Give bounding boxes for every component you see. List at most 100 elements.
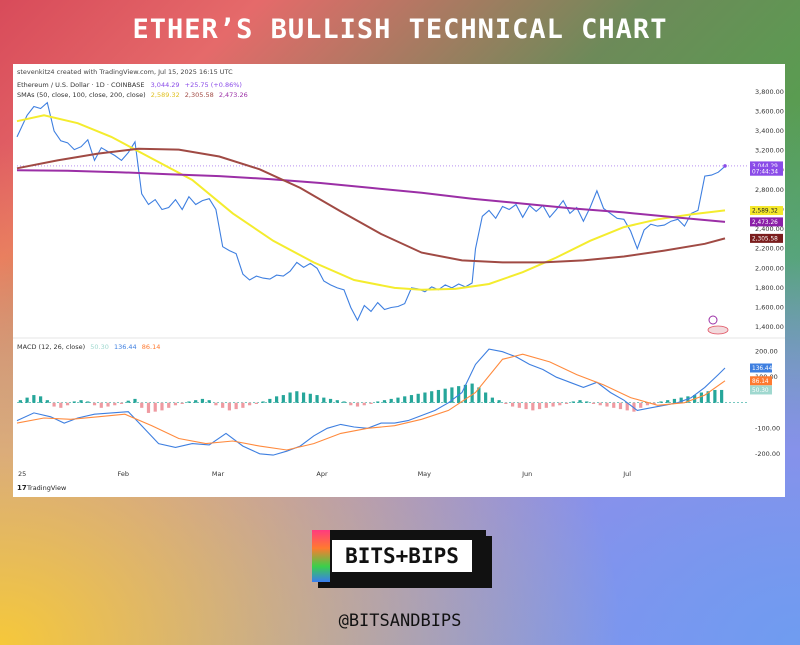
macd-histogram-bar: [396, 397, 400, 403]
macd-histogram-bar: [484, 392, 488, 403]
macd-histogram-bar: [470, 383, 474, 403]
macd-histogram-bar: [281, 395, 285, 403]
macd-histogram-bar: [72, 401, 76, 403]
macd-histogram-bar: [713, 389, 717, 403]
macd-histogram-bar: [618, 402, 623, 410]
macd-histogram-bar: [591, 402, 596, 404]
macd-histogram-bar: [248, 402, 252, 406]
macd-histogram-bar: [59, 402, 63, 408]
macd-histogram-bar: [349, 402, 353, 406]
logo-box: BITS+BIPS: [312, 530, 486, 582]
macd-histogram-bar: [699, 392, 703, 403]
macd-histogram-bar: [504, 402, 508, 404]
macd-histogram-bar: [585, 401, 589, 403]
macd-histogram-bar: [605, 402, 609, 407]
macd-histogram-bar: [86, 401, 90, 403]
price-y-tick: 2,200.00: [755, 245, 784, 253]
macd-histogram-bar: [301, 392, 306, 403]
x-tick-label: May: [418, 470, 432, 478]
price-y-tick: 1,400.00: [755, 323, 784, 331]
macd-histogram-bar: [679, 397, 683, 403]
macd-histogram-bar: [308, 393, 312, 403]
price-label-text: 2,473.26: [752, 220, 778, 226]
macd-histogram-bar: [52, 402, 56, 407]
macd-histogram-bar: [463, 384, 467, 403]
symbol-change: +25.75 (+0.86%): [185, 81, 242, 89]
macd-histogram-bar: [659, 401, 663, 403]
tradingview-label: TradingView: [26, 484, 67, 492]
macd-histogram-bar: [571, 401, 575, 403]
macd-histogram-bar: [403, 396, 407, 403]
macd-y-tick: 200.00: [755, 348, 778, 356]
macd-histogram-bar: [119, 402, 124, 404]
macd-histogram-bar: [328, 398, 333, 403]
macd-histogram-bar: [25, 397, 29, 403]
macd-histogram-bar: [672, 398, 677, 403]
price-y-tick: 3,400.00: [755, 127, 784, 135]
macd-label-box: [750, 385, 772, 395]
macd-histogram-bar: [490, 397, 494, 403]
bits-bips-logo: BITS+BIPS: [312, 530, 492, 588]
macd-histogram-bar: [221, 402, 225, 408]
macd-histogram-bar: [146, 402, 151, 413]
macd-histogram-bar: [79, 400, 83, 403]
macd-histogram-bar: [544, 402, 548, 408]
macd-histogram-bar: [598, 402, 602, 406]
macd-histogram-bar: [416, 393, 420, 403]
price-y-tick: 1,600.00: [755, 303, 784, 311]
macd-histogram-bar: [355, 402, 360, 407]
macd-histogram-bar: [443, 388, 447, 403]
price-pane: 3,800.003,600.003,400.003,200.003,000.00…: [16, 88, 784, 335]
macd-histogram-bar: [639, 402, 643, 408]
macd-histogram-bar: [160, 402, 164, 411]
x-tick-label: Mar: [212, 470, 225, 478]
macd-histogram-bar: [99, 402, 103, 408]
macd-histogram-bar: [517, 402, 521, 408]
macd-histogram-bar: [275, 396, 279, 403]
social-handle: @BITSANDBIPS: [338, 611, 462, 631]
macd-histogram-bar: [207, 400, 211, 403]
macd-label-box: [750, 363, 772, 373]
macd-histogram-bar: [423, 392, 427, 403]
logo-color-stripe: [312, 530, 330, 582]
price-series-1: [16, 114, 726, 291]
macd-histogram-bar: [261, 401, 265, 403]
sma-line: SMAs (50, close, 100, close, 200, close)…: [17, 91, 248, 99]
price-label-text: 2,305.58: [752, 237, 778, 243]
macd-line-series: [16, 348, 726, 456]
chart-card: stevenkitz4 created with TradingView.com…: [13, 64, 785, 497]
price-label-box: [750, 233, 783, 243]
macd-histogram-bar: [65, 402, 70, 406]
event-flag-icon[interactable]: [708, 315, 718, 325]
macd-histogram-bar: [113, 402, 117, 406]
macd-histogram-bar: [32, 395, 36, 403]
price-label-text: 2,589.32: [752, 209, 778, 215]
macd-histogram-bar: [18, 400, 22, 403]
macd-histogram-bar: [92, 402, 97, 406]
macd-label: MACD (12, 26, close): [17, 343, 85, 351]
chart-svg: stevenkitz4 created with TradingView.com…: [13, 68, 785, 492]
macd-histogram-bar: [558, 402, 562, 406]
macd-value-hist: 50.30: [90, 343, 109, 351]
macd-histogram-bar: [234, 402, 238, 410]
macd-histogram-bar: [45, 400, 49, 403]
macd-histogram-bar: [686, 396, 690, 403]
tradingview-logo-icon: 17: [17, 484, 27, 492]
macd-histogram-bar: [612, 402, 616, 408]
macd-pane: 200.00100.00-100.00-200.00136.4486.1450.…: [16, 348, 780, 458]
macd-histogram-bar: [295, 391, 299, 403]
macd-histogram-bar: [126, 400, 130, 403]
price-y-tick: 1,800.00: [755, 284, 784, 292]
macd-histogram-bar: [497, 400, 501, 403]
macd-histogram-bar: [436, 389, 441, 403]
macd-histogram-bar: [376, 401, 380, 403]
last-price-dot: [723, 164, 727, 168]
macd-label-text: 50.30: [752, 388, 769, 394]
symbol-price: 3,044.29: [151, 81, 180, 89]
macd-histogram-bar: [140, 402, 144, 408]
chart-credit: stevenkitz4 created with TradingView.com…: [17, 68, 233, 76]
dividends-icon[interactable]: [707, 325, 729, 335]
price-label-text: 07:44:34: [752, 169, 778, 175]
macd-y-tick: -100.00: [755, 424, 780, 432]
sma-value-50: 2,589.32: [151, 91, 180, 99]
